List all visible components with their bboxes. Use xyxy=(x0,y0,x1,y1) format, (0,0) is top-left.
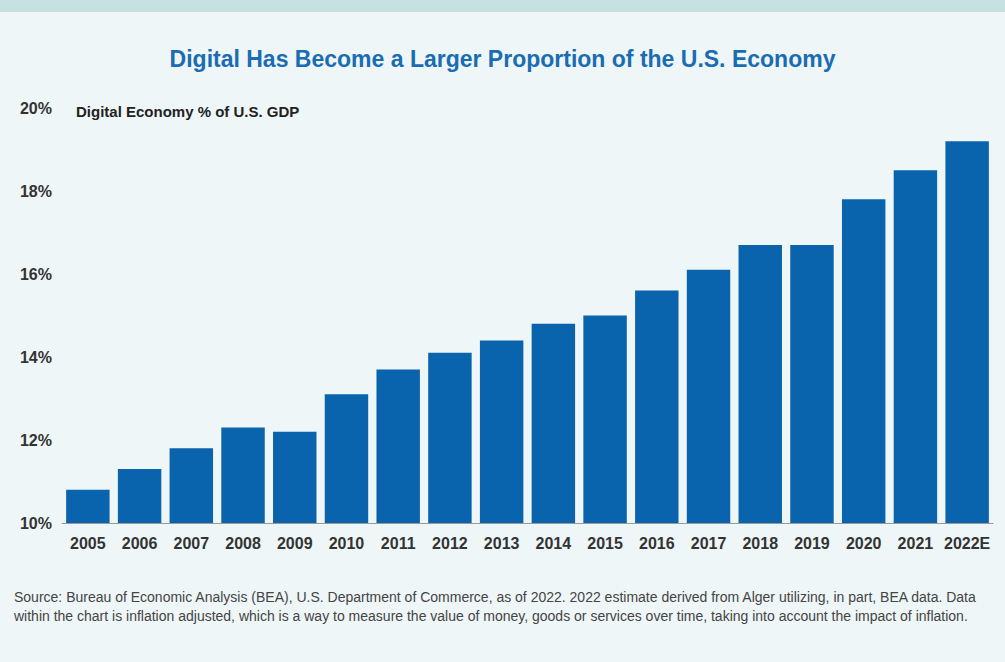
svg-text:2010: 2010 xyxy=(329,535,365,552)
svg-text:14%: 14% xyxy=(20,349,52,366)
svg-text:2022E: 2022E xyxy=(944,535,991,552)
svg-text:2021: 2021 xyxy=(898,535,934,552)
svg-text:2016: 2016 xyxy=(639,535,675,552)
svg-text:2019: 2019 xyxy=(794,535,830,552)
svg-text:18%: 18% xyxy=(20,183,52,200)
svg-text:2011: 2011 xyxy=(381,535,416,552)
svg-text:2013: 2013 xyxy=(484,535,520,552)
svg-text:2008: 2008 xyxy=(225,535,261,552)
svg-text:20%: 20% xyxy=(20,100,52,117)
svg-text:16%: 16% xyxy=(20,266,52,283)
svg-text:2014: 2014 xyxy=(536,535,572,552)
svg-text:within the chart is inflation: within the chart is inflation adjusted, … xyxy=(13,608,968,624)
svg-text:2020: 2020 xyxy=(846,535,882,552)
svg-text:12%: 12% xyxy=(20,432,52,449)
svg-text:2007: 2007 xyxy=(174,535,210,552)
svg-text:2009: 2009 xyxy=(277,535,313,552)
svg-text:2006: 2006 xyxy=(122,535,158,552)
svg-text:2005: 2005 xyxy=(70,535,106,552)
svg-text:2012: 2012 xyxy=(432,535,468,552)
svg-text:Digital Economy % of U.S. GDP: Digital Economy % of U.S. GDP xyxy=(76,103,299,120)
svg-text:Digital Has Become a Larger Pr: Digital Has Become a Larger Proportion o… xyxy=(170,46,836,72)
svg-text:2018: 2018 xyxy=(742,535,778,552)
svg-text:2015: 2015 xyxy=(587,535,623,552)
svg-text:2017: 2017 xyxy=(691,535,727,552)
svg-text:10%: 10% xyxy=(20,515,52,532)
svg-text:Source: Bureau of Economic Ana: Source: Bureau of Economic Analysis (BEA… xyxy=(14,589,980,605)
